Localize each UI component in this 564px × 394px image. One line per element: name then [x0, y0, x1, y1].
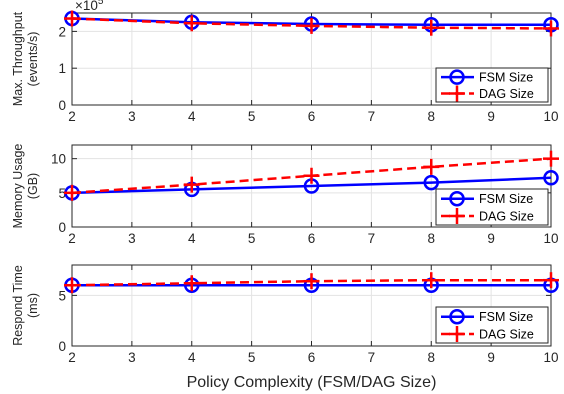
x-axis-label: Policy Complexity (FSM/DAG Size) — [187, 374, 437, 391]
y-axis-label-line: Respond Time — [11, 265, 25, 346]
x-tick-label: 3 — [128, 231, 136, 246]
x-tick-label: 8 — [427, 350, 435, 365]
x-tick-label: 10 — [543, 350, 558, 365]
y-tick-label: 1 — [58, 61, 66, 76]
x-tick-label: 6 — [308, 109, 316, 124]
legend-marker — [449, 190, 465, 207]
legend-marker — [449, 326, 465, 342]
data-point-dag — [303, 273, 320, 290]
x-tick-label: 9 — [487, 109, 495, 124]
y-tick-label: 10 — [51, 152, 66, 167]
y-axis-label: Respond Time(ms) — [11, 265, 40, 346]
y-exponent-label: ×105 — [75, 0, 104, 13]
x-tick-label: 8 — [427, 109, 435, 124]
legend-label: FSM Size — [479, 310, 533, 324]
x-tick-label: 4 — [188, 109, 196, 124]
series-line-fsm — [71, 176, 552, 195]
legend: FSM Size DAG Size — [435, 306, 549, 344]
y-axis-label-line: Max. Throughput — [11, 11, 25, 106]
legend-marker — [449, 208, 465, 224]
y-axis-label-line: Memory Usage — [11, 144, 25, 229]
series-layer — [64, 272, 559, 294]
data-point-dag — [423, 158, 440, 175]
data-point-dag — [303, 167, 320, 184]
x-tick-label: 4 — [188, 350, 196, 365]
legend-label: FSM Size — [479, 192, 533, 206]
y-axis-label-line: (ms) — [26, 293, 40, 318]
y-axis-label: Memory Usage(GB) — [11, 144, 40, 229]
data-point-dag — [543, 272, 559, 289]
data-point-dag — [183, 15, 200, 32]
chart-panel-3: 2 3 4 5 6 7 8 9 10 0 5 Respond Time(ms) FSM Size DAG … — [11, 264, 559, 391]
x-tick-label: 9 — [487, 231, 495, 246]
y-axis-label-line: (GB) — [26, 173, 40, 199]
x-tick-label: 2 — [68, 231, 76, 246]
y-tick-label: 0 — [58, 220, 66, 235]
data-point-dag — [423, 272, 440, 289]
x-tick-label: 8 — [427, 231, 435, 246]
legend-marker — [449, 85, 465, 102]
legend-box — [435, 306, 549, 344]
data-point-fsm — [543, 170, 559, 186]
legend-label: FSM Size — [479, 71, 533, 85]
y-axis-label: Max. Throughput(events/s) — [11, 11, 40, 106]
data-point-dag — [64, 10, 80, 27]
series-layer — [64, 10, 559, 37]
x-tick-label: 6 — [308, 231, 316, 246]
x-tick-label: 7 — [368, 109, 376, 124]
legend-label: DAG Size — [479, 328, 534, 342]
y-exponent-base: ×10 — [75, 0, 98, 13]
x-tick-label: 10 — [543, 231, 558, 246]
data-point-dag — [183, 275, 200, 292]
x-tick-label: 2 — [68, 109, 76, 124]
data-point-dag — [303, 17, 320, 34]
x-tick-label: 2 — [68, 350, 76, 365]
y-tick-label: 5 — [58, 288, 66, 303]
data-point-dag — [64, 184, 80, 201]
legend: FSM Size DAG Size — [435, 188, 549, 226]
data-point-dag — [543, 20, 559, 37]
data-point-dag — [64, 277, 80, 294]
legend-box — [435, 188, 549, 226]
data-point-dag — [183, 176, 200, 193]
legend-label: DAG Size — [479, 87, 534, 101]
x-tick-label: 5 — [248, 109, 256, 124]
x-tick-label: 9 — [487, 350, 495, 365]
x-tick-label: 10 — [543, 109, 558, 124]
x-tick-label: 6 — [308, 350, 316, 365]
legend-marker — [449, 308, 465, 325]
y-tick-label: 5 — [58, 186, 66, 201]
x-tick-label: 3 — [128, 109, 136, 124]
series-layer — [64, 150, 559, 201]
x-tick-label: 7 — [368, 350, 376, 365]
data-point-dag — [543, 150, 559, 167]
x-tick-label: 7 — [368, 231, 376, 246]
x-tick-label: 4 — [188, 231, 196, 246]
legend-marker — [449, 69, 465, 85]
legend: FSM Size DAG Size — [435, 67, 549, 103]
x-tick-label: 5 — [248, 231, 256, 246]
y-axis-label-line: (events/s) — [26, 32, 40, 87]
legend-label: DAG Size — [479, 210, 534, 224]
y-tick-label: 0 — [58, 98, 66, 113]
y-tick-label: 2 — [58, 24, 66, 39]
legend-box — [435, 67, 549, 103]
data-point-fsm — [423, 174, 439, 191]
y-tick-label: 0 — [58, 339, 66, 354]
data-point-dag — [423, 19, 440, 36]
y-exponent-power: 5 — [98, 0, 104, 7]
x-tick-label: 5 — [248, 350, 256, 365]
x-tick-label: 3 — [128, 350, 136, 365]
chart-panel-2: 2 3 4 5 6 7 8 9 10 0 5 10 Memory Usage(GB) FSM Size DA… — [11, 144, 559, 246]
